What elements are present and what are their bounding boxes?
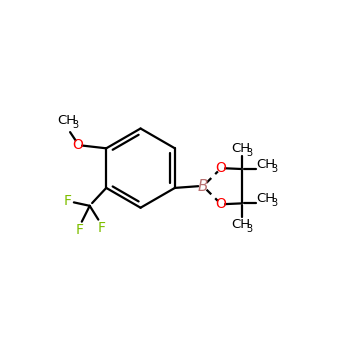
Text: CH: CH [256, 193, 275, 205]
Text: B: B [198, 179, 208, 194]
Text: O: O [216, 161, 226, 175]
Text: O: O [72, 138, 83, 152]
Text: 3: 3 [271, 198, 277, 208]
Text: CH: CH [256, 158, 275, 171]
Text: F: F [64, 194, 72, 208]
Text: 3: 3 [246, 224, 252, 234]
Text: O: O [216, 197, 226, 211]
Text: CH: CH [57, 114, 76, 127]
Text: 3: 3 [72, 120, 78, 130]
Text: F: F [75, 223, 83, 237]
Text: CH: CH [231, 142, 250, 155]
Text: F: F [97, 221, 105, 235]
Text: 3: 3 [246, 148, 252, 158]
Text: CH: CH [231, 218, 250, 231]
Text: 3: 3 [271, 164, 277, 174]
